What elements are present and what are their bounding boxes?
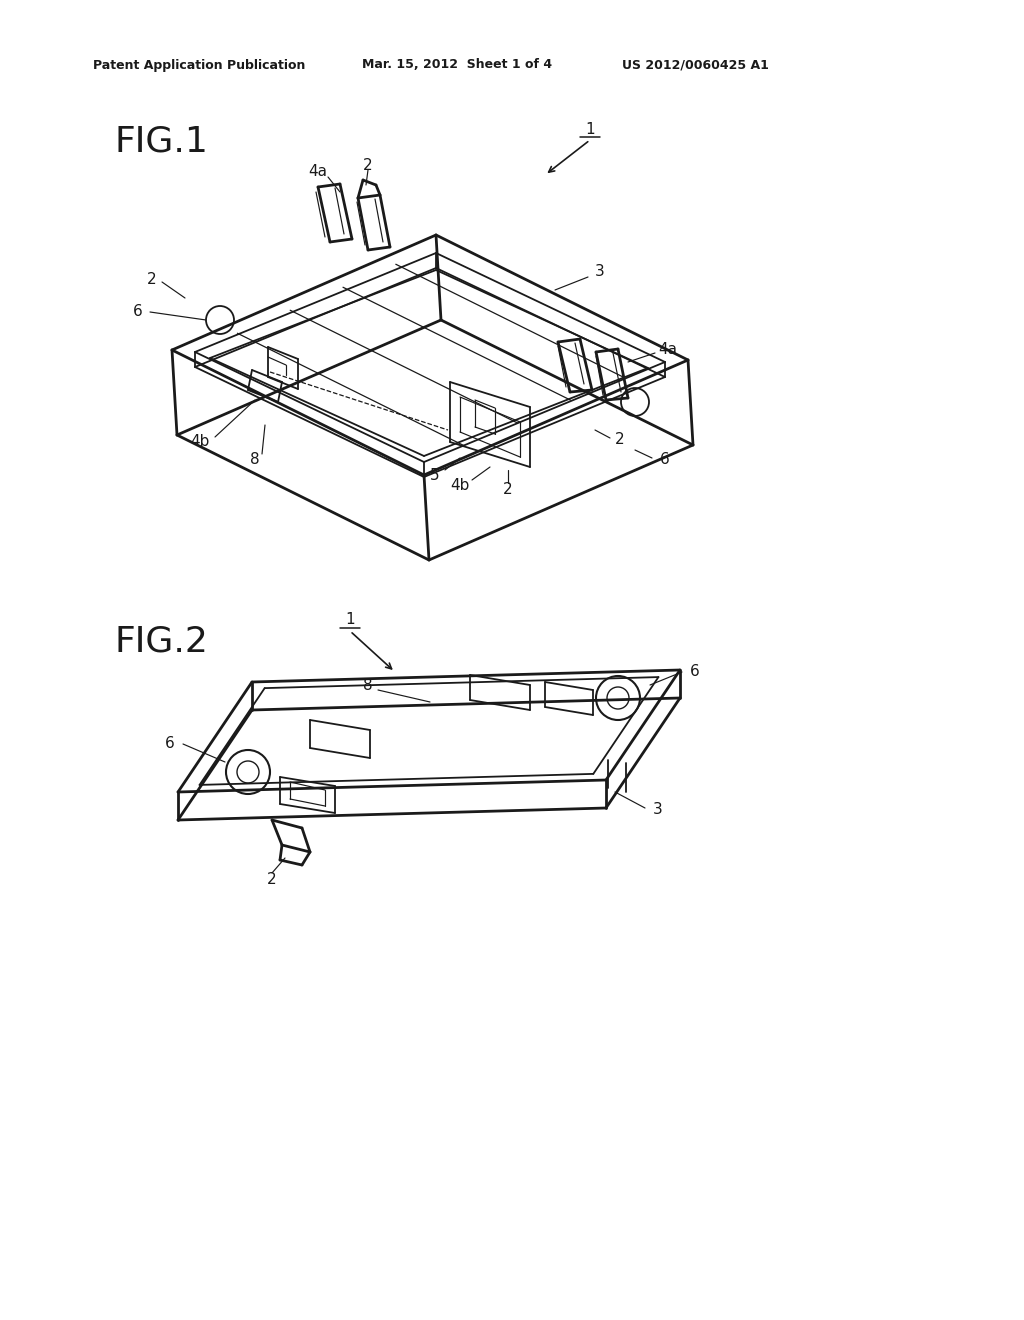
Text: FIG.1: FIG.1: [115, 125, 209, 158]
Text: 4b: 4b: [190, 434, 210, 450]
Text: 6: 6: [690, 664, 699, 680]
Text: 3: 3: [595, 264, 605, 280]
Text: 6: 6: [165, 737, 175, 751]
Text: 4a: 4a: [308, 165, 328, 180]
Text: 3: 3: [653, 803, 663, 817]
Text: 2: 2: [615, 433, 625, 447]
Text: 8: 8: [250, 453, 260, 467]
Text: 4b: 4b: [451, 478, 470, 492]
Text: 6: 6: [133, 305, 143, 319]
Text: 1: 1: [585, 123, 595, 137]
Text: FIG.2: FIG.2: [115, 624, 209, 659]
Text: 5: 5: [430, 467, 440, 483]
Text: US 2012/0060425 A1: US 2012/0060425 A1: [622, 58, 769, 71]
Text: 4a: 4a: [658, 342, 678, 358]
Text: Patent Application Publication: Patent Application Publication: [93, 58, 305, 71]
Text: 2: 2: [364, 157, 373, 173]
Text: 8: 8: [364, 677, 373, 693]
Text: 2: 2: [267, 873, 276, 887]
Text: 2: 2: [503, 483, 513, 498]
Text: 1: 1: [345, 612, 354, 627]
Text: 6: 6: [660, 453, 670, 467]
Text: Mar. 15, 2012  Sheet 1 of 4: Mar. 15, 2012 Sheet 1 of 4: [362, 58, 552, 71]
Text: 2: 2: [147, 272, 157, 288]
